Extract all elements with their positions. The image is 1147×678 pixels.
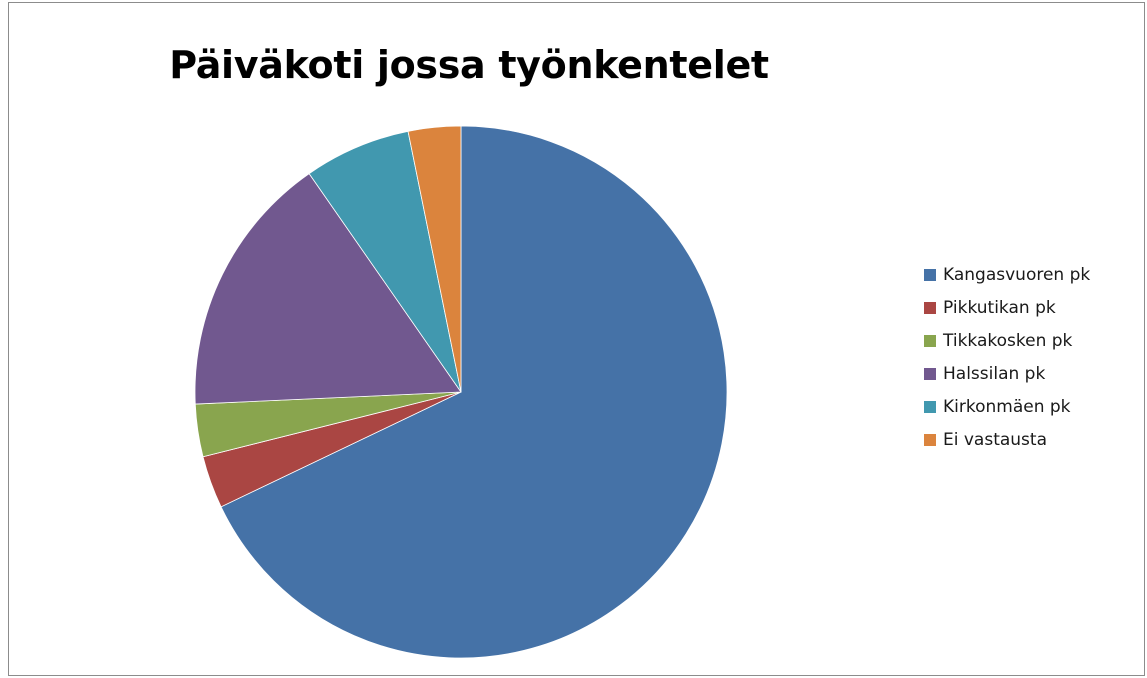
legend-swatch xyxy=(924,433,936,446)
pie-chart xyxy=(194,125,728,659)
legend-label: Kangasvuoren pk xyxy=(943,264,1091,285)
pie-slice-kangasvuoren-pk xyxy=(220,125,728,659)
legend-label: Pikkutikan pk xyxy=(943,297,1056,318)
legend-item: Ei vastausta xyxy=(924,423,1090,456)
legend-swatch xyxy=(924,301,936,314)
legend-label: Kirkonmäen pk xyxy=(943,396,1071,417)
legend-item: Tikkakosken pk xyxy=(924,324,1090,357)
chart-legend: Kangasvuoren pk Pikkutikan pk Tikkakosken … xyxy=(924,258,1090,456)
legend-item: Halssilan pk xyxy=(924,357,1090,390)
legend-label: Halssilan pk xyxy=(943,363,1046,384)
pie-slice-ei-vastausta xyxy=(407,125,462,393)
legend-item: Pikkutikan pk xyxy=(924,291,1090,324)
legend-label: Tikkakosken pk xyxy=(943,330,1073,351)
chart-title: Päiväkoti jossa työnkentelet xyxy=(169,43,769,87)
legend-swatch xyxy=(924,334,936,347)
legend-swatch xyxy=(924,367,936,380)
legend-item: Kangasvuoren pk xyxy=(924,258,1090,291)
legend-label: Ei vastausta xyxy=(943,429,1048,450)
legend-swatch xyxy=(924,268,936,281)
legend-item: Kirkonmäen pk xyxy=(924,390,1090,423)
pie-slice-halssilan-pk xyxy=(194,173,462,405)
legend-swatch xyxy=(924,400,936,413)
